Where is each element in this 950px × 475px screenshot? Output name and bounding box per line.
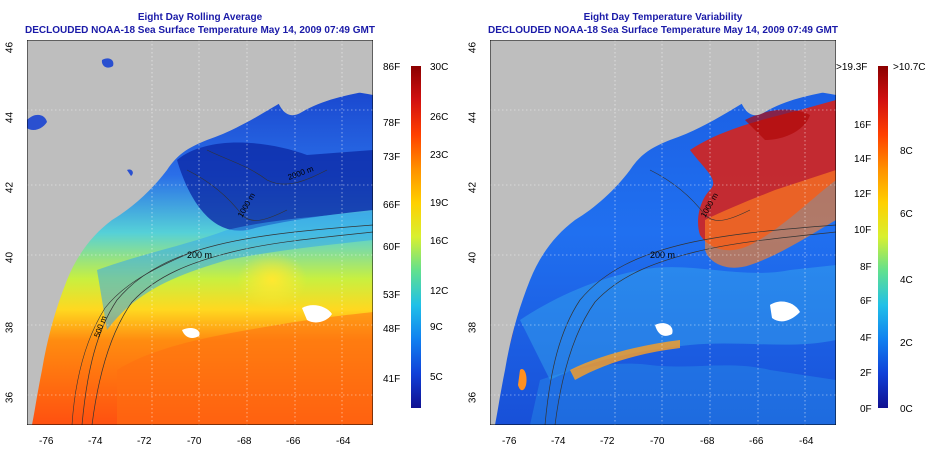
- colorbar-f-label: 12F: [854, 189, 872, 200]
- x-tick--68: -68: [237, 436, 252, 447]
- panel-title: Eight Day Rolling Average: [137, 12, 263, 23]
- y-tick-40: 40: [4, 251, 16, 264]
- colorbar-c-label: 8C: [900, 146, 913, 157]
- colorbar-f-label: >19.3F: [836, 62, 868, 73]
- sst-average-map[interactable]: 200 m 1000 m 2000 m 500 m: [27, 40, 373, 425]
- x-tick--74: -74: [88, 436, 103, 447]
- colorbar-f-label: 78F: [383, 118, 401, 129]
- y-tick-42: 42: [4, 181, 16, 194]
- colorbar-f-label: 8F: [860, 262, 872, 273]
- colorbar-c-label: 2C: [900, 338, 913, 349]
- y-tick-36: 36: [4, 391, 16, 404]
- x-tick--72: -72: [137, 436, 152, 447]
- colorbar-f-label: 48F: [383, 324, 401, 335]
- y-tick-44: 44: [4, 111, 16, 124]
- x-tick--72: -72: [600, 436, 615, 447]
- colorbar-c-label: 19C: [430, 198, 449, 209]
- contour-label-200m: 200 m: [650, 250, 675, 260]
- colorbar-f-label: 10F: [854, 225, 872, 236]
- x-tick--66: -66: [749, 436, 764, 447]
- colorbar-c-label: 9C: [430, 322, 443, 333]
- x-tick--70: -70: [650, 436, 665, 447]
- x-tick--74: -74: [551, 436, 566, 447]
- colorbar-f-label: 41F: [383, 374, 401, 385]
- x-tick--76: -76: [502, 436, 517, 447]
- contour-label-200m: 200 m: [187, 250, 212, 260]
- sst-variability-map[interactable]: 200 m 1000 m: [490, 40, 836, 425]
- colorbar-c-label: 26C: [430, 112, 449, 123]
- colorbar-f-label: 66F: [383, 200, 401, 211]
- y-tick-38: 38: [4, 321, 16, 334]
- colorbar-f-label: 4F: [860, 333, 872, 344]
- colorbar-f-label: 73F: [383, 152, 401, 163]
- panel-subtitle: DECLOUDED NOAA-18 Sea Surface Temperatur…: [25, 25, 375, 36]
- x-tick--70: -70: [187, 436, 202, 447]
- x-tick--76: -76: [39, 436, 54, 447]
- panel-title: Eight Day Temperature Variability: [583, 12, 743, 23]
- colorbar-c-label: 23C: [430, 150, 449, 161]
- y-tick-38: 38: [467, 321, 479, 334]
- colorbar-f-label: 2F: [860, 368, 872, 379]
- colorbar-c-label: 0C: [900, 404, 913, 415]
- y-tick-44: 44: [467, 111, 479, 124]
- sst-average-panel: Eight Day Rolling Average DECLOUDED NOAA…: [4, 12, 449, 447]
- sst-colorbar: [411, 66, 421, 408]
- y-tick-36: 36: [467, 391, 479, 404]
- colorbar-c-label: 16C: [430, 236, 449, 247]
- x-tick--68: -68: [700, 436, 715, 447]
- y-tick-46: 46: [4, 41, 16, 54]
- x-tick--66: -66: [286, 436, 301, 447]
- y-tick-46: 46: [467, 41, 479, 54]
- colorbar-c-label: >10.7C: [893, 62, 926, 73]
- colorbar-f-label: 6F: [860, 296, 872, 307]
- variability-colorbar: [878, 66, 888, 408]
- colorbar-f-label: 16F: [854, 120, 872, 131]
- sst-variability-panel: Eight Day Temperature Variability DECLOU…: [463, 0, 938, 475]
- colorbar-c-label: 4C: [900, 275, 913, 286]
- colorbar-c-label: 6C: [900, 209, 913, 220]
- colorbar-c-label: 30C: [430, 62, 449, 73]
- colorbar-f-label: 60F: [383, 242, 401, 253]
- x-tick--64: -64: [799, 436, 814, 447]
- colorbar-c-label: 12C: [430, 286, 449, 297]
- x-tick--64: -64: [336, 436, 351, 447]
- y-tick-42: 42: [467, 181, 479, 194]
- panel-subtitle: DECLOUDED NOAA-18 Sea Surface Temperatur…: [488, 25, 838, 36]
- colorbar-c-label: 5C: [430, 372, 443, 383]
- colorbar-f-label: 86F: [383, 62, 401, 73]
- y-tick-40: 40: [467, 251, 479, 264]
- colorbar-f-label: 0F: [860, 404, 872, 415]
- colorbar-f-label: 14F: [854, 154, 872, 165]
- colorbar-f-label: 53F: [383, 290, 401, 301]
